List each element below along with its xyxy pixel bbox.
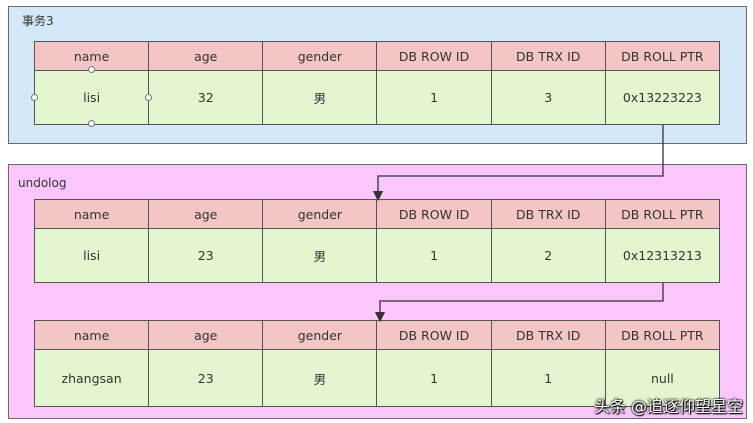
watermark: 头条 @追逐仰望星空 <box>593 397 743 416</box>
header-cell-db-trx-id: DB TRX ID <box>490 41 606 71</box>
header-cell-gender: gender <box>262 41 378 71</box>
header-cell-age: age <box>148 41 264 71</box>
selection-handle-top[interactable] <box>88 66 95 73</box>
value-cell-name[interactable]: lisi <box>33 70 150 125</box>
record-value-row: lisi 23 男 1 2 0x12313213 <box>33 228 721 283</box>
roll-pointer-arrow-2 <box>374 283 664 323</box>
value-cell-gender: 男 <box>262 228 378 283</box>
header-cell-db-roll-ptr: DB ROLL PTR <box>604 199 721 229</box>
value-cell-db-row-id: 1 <box>376 228 492 283</box>
value-cell-db-roll-ptr: 0x13223223 <box>604 70 721 125</box>
value-cell-db-trx-id: 1 <box>490 349 606 407</box>
header-cell-db-row-id: DB ROW ID <box>376 199 492 229</box>
value-cell-db-roll-ptr: null <box>604 349 721 407</box>
undo-record-table-2: name age gender DB ROW ID DB TRX ID DB R… <box>33 320 721 407</box>
selection-handle-left[interactable] <box>31 94 38 101</box>
header-cell-db-trx-id: DB TRX ID <box>490 199 606 229</box>
header-cell-name: name <box>33 199 150 229</box>
transaction-label: 事务3 <box>22 14 54 28</box>
header-cell-gender: gender <box>262 199 378 229</box>
value-cell-db-row-id: 1 <box>376 70 492 125</box>
value-cell-age: 32 <box>148 70 264 125</box>
header-cell-name: name <box>33 41 150 71</box>
record-header-row: name age gender DB ROW ID DB TRX ID DB R… <box>33 199 721 229</box>
value-cell-db-trx-id: 2 <box>490 228 606 283</box>
roll-pointer-arrow-1 <box>372 125 664 202</box>
header-cell-db-roll-ptr: DB ROLL PTR <box>604 41 721 71</box>
undolog-label: undolog <box>18 176 67 190</box>
header-cell-age: age <box>148 199 264 229</box>
current-record-table: name age gender DB ROW ID DB TRX ID DB R… <box>33 41 721 125</box>
value-cell-name: zhangsan <box>33 349 150 407</box>
value-cell-gender: 男 <box>262 70 378 125</box>
header-cell-db-trx-id: DB TRX ID <box>490 320 606 350</box>
header-cell-db-row-id: DB ROW ID <box>376 41 492 71</box>
value-cell-db-roll-ptr: 0x12313213 <box>604 228 721 283</box>
record-header-row: name age gender DB ROW ID DB TRX ID DB R… <box>33 41 721 71</box>
selection-handle-bottom[interactable] <box>88 120 95 127</box>
value-cell-age: 23 <box>148 349 264 407</box>
value-cell-db-row-id: 1 <box>376 349 492 407</box>
value-cell-db-trx-id: 3 <box>490 70 606 125</box>
value-cell-name: lisi <box>33 228 150 283</box>
header-cell-name: name <box>33 320 150 350</box>
header-cell-db-roll-ptr: DB ROLL PTR <box>604 320 721 350</box>
undo-record-table-1: name age gender DB ROW ID DB TRX ID DB R… <box>33 199 721 283</box>
record-value-row: lisi 32 男 1 3 0x13223223 <box>33 70 721 125</box>
record-value-row: zhangsan 23 男 1 1 null <box>33 349 721 407</box>
selection-handle-right[interactable] <box>145 94 152 101</box>
value-cell-age: 23 <box>148 228 264 283</box>
